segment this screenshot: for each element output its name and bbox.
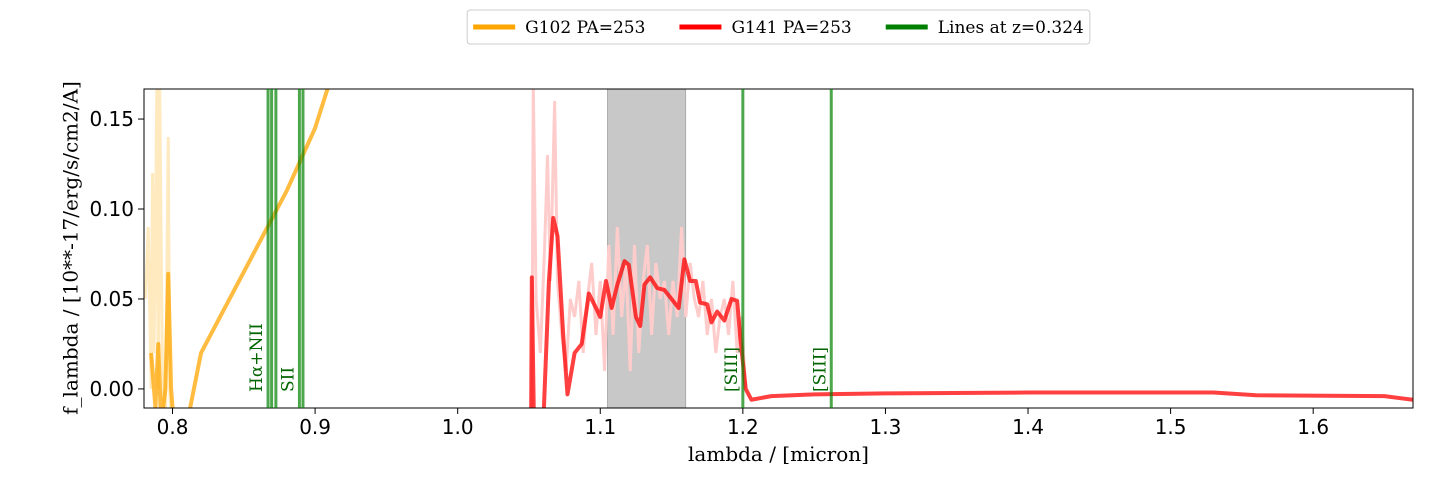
plot-area: [144, 89, 1413, 408]
x-tick-label: 1.1: [584, 415, 616, 439]
x-tick-label: 0.9: [299, 415, 331, 439]
x-tick-label: 1.3: [870, 415, 902, 439]
y-tick-label: 0.15: [89, 107, 134, 131]
y-axis-label: f_lambda / [10**-17/erg/s/cm2/A]: [59, 81, 83, 415]
x-tick-label: 1.4: [1012, 415, 1044, 439]
x-tick-label: 1.6: [1297, 415, 1329, 439]
x-tick-label: 0.8: [157, 415, 189, 439]
legend: G102 PA=253 G141 PA=253 Lines at z=0.324: [466, 9, 1091, 45]
y-tick-label: 0.10: [89, 197, 134, 221]
line-label: SII: [278, 367, 298, 392]
line-label: [SIII]: [810, 347, 830, 392]
legend-box: [466, 9, 1091, 45]
axes-frame: [143, 88, 1414, 409]
x-tick-label: 1.2: [727, 415, 759, 439]
y-tick-label: 0.05: [89, 287, 134, 311]
x-tick-label: 1.5: [1155, 415, 1187, 439]
legend-label: Lines at z=0.324: [938, 18, 1084, 38]
y-tick-label: 0.00: [89, 377, 134, 401]
line-label: [SIII]: [722, 347, 742, 392]
spectrum-line: [529, 216, 1413, 408]
legend-label: G141 PA=253: [731, 18, 851, 38]
legend-label: G102 PA=253: [525, 18, 645, 38]
x-tick-label: 1.0: [442, 415, 474, 439]
line-label: Hα+NII: [247, 323, 267, 392]
x-axis-label: lambda / [micron]: [688, 442, 869, 466]
